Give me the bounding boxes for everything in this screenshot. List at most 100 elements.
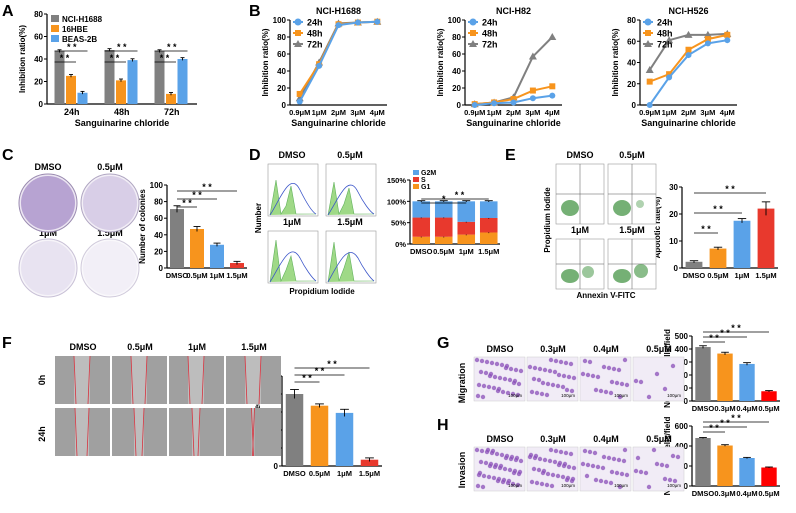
stack-G2M <box>457 201 476 222</box>
cell-dot <box>550 382 556 388</box>
point-24h <box>296 98 303 105</box>
migration-col-2: 0.4μM <box>593 344 619 354</box>
cell-dot <box>614 380 620 386</box>
wound-col-label-1: 0.5μM <box>127 342 153 352</box>
x-tick-label: 0.9μM <box>639 108 660 117</box>
x-tick-label: DMSO <box>692 404 715 413</box>
cell-dot <box>512 468 518 474</box>
cell-dot <box>500 389 506 395</box>
cell-dot <box>555 383 561 389</box>
migration-col-1: 0.3μM <box>540 344 566 354</box>
cell-dot <box>497 375 503 381</box>
x-tick-label: 4μM <box>545 108 560 117</box>
cell-dot <box>606 455 612 461</box>
bar-16HBE <box>166 93 176 104</box>
bar-BEAS-2B <box>177 59 188 104</box>
cell-dot <box>571 375 577 381</box>
cell-dot <box>492 374 498 380</box>
x-tick-label: 0.3μM <box>714 489 735 498</box>
cell-dot <box>528 452 534 458</box>
y-tick-label: 40 <box>34 55 43 64</box>
wound-edge-right <box>201 355 205 405</box>
wound-healing-grid: DMSO 0.5μM 1μM 1.5μM 0h 24h <box>37 342 281 457</box>
cell-dot <box>496 476 502 482</box>
y-tick-label: 20 <box>669 210 678 219</box>
x-tick-label: DMSO <box>166 271 189 280</box>
point-24h <box>724 37 731 44</box>
panel-label-b: B <box>249 3 261 20</box>
cell-dot <box>531 466 537 472</box>
y-tick-label: 60 <box>627 37 636 46</box>
y-tick-label: 0 <box>684 397 689 406</box>
cell-dot <box>506 478 512 484</box>
cell-dot <box>515 482 521 488</box>
point-24h <box>491 100 498 107</box>
cell-dot <box>633 378 639 384</box>
x-tick-label: 2μM <box>506 108 521 117</box>
hist-dmso <box>267 163 319 217</box>
wound-gap <box>245 356 261 404</box>
y-tick-label: 20 <box>452 84 461 93</box>
wound-col-label-0: DMSO <box>70 342 97 352</box>
scale-bar-label: 100μm <box>614 393 628 398</box>
wound-edge-left <box>187 355 191 405</box>
plate-label-dmso: DMSO <box>35 162 62 172</box>
cell-dot <box>569 388 575 394</box>
scale-bar-label: 100μm <box>508 483 522 488</box>
point-72h <box>528 52 537 60</box>
cell-dot <box>496 386 502 392</box>
cell-dot <box>527 364 533 370</box>
cell-dot <box>584 473 590 479</box>
cell-dot <box>547 368 553 374</box>
legend-label: 24h <box>657 18 673 28</box>
point-24h <box>646 102 653 108</box>
cell-dot <box>504 363 510 369</box>
legend-marker <box>644 18 652 26</box>
bar-BEAS-2B <box>127 60 138 104</box>
cell-dot <box>476 382 482 388</box>
point-24h <box>685 52 692 59</box>
bar-3 <box>761 391 777 401</box>
cell-dot <box>590 463 596 469</box>
y-tick-label: 80 <box>452 33 461 42</box>
y-tick-label: 0 <box>684 482 689 491</box>
y-axis-label: Inhibition ratio(%) <box>436 28 445 96</box>
point-48h <box>685 46 692 53</box>
cell-dot <box>558 449 564 455</box>
legend-swatch <box>413 184 419 189</box>
wound-edge-right <box>197 407 201 457</box>
cell-dot <box>481 473 487 479</box>
cell-dot <box>587 359 593 365</box>
x-axis-label: Sanguinarine chloride <box>641 118 736 128</box>
stack-G2M <box>434 201 453 218</box>
y-tick-label: 40 <box>277 67 286 76</box>
panel-label-a: A <box>2 3 14 20</box>
cell-dot <box>563 360 569 366</box>
cell-dot <box>514 455 520 461</box>
cell-dot <box>518 368 524 374</box>
wound-edge-right <box>87 355 91 405</box>
legend-marker <box>469 18 477 26</box>
significance-mark: * * <box>701 224 711 234</box>
x-tick-label: 3μM <box>700 108 715 117</box>
y-tick-label: 600 <box>675 422 689 431</box>
wound-row-label-0: 0h <box>37 375 47 386</box>
cell-dot <box>670 453 676 459</box>
x-tick-label: 1μM <box>734 271 749 280</box>
cell-dot <box>595 464 601 470</box>
wound-edge-left <box>74 407 78 457</box>
y-tick-label: 150% <box>387 176 407 185</box>
cell-dot <box>486 384 492 390</box>
significance-mark: * * <box>67 42 77 52</box>
cell-dot <box>483 370 489 376</box>
legend-label: NCI-H1688 <box>62 15 103 24</box>
cell-dot <box>480 484 486 490</box>
wound-edge-right <box>141 407 145 457</box>
x-tick-label: 1μM <box>459 247 474 256</box>
legend-label: 24h <box>482 18 498 28</box>
significance-mark: * * <box>455 190 465 200</box>
cell-dot <box>502 466 508 472</box>
point-48h <box>549 83 556 90</box>
cell-dot <box>566 464 572 470</box>
